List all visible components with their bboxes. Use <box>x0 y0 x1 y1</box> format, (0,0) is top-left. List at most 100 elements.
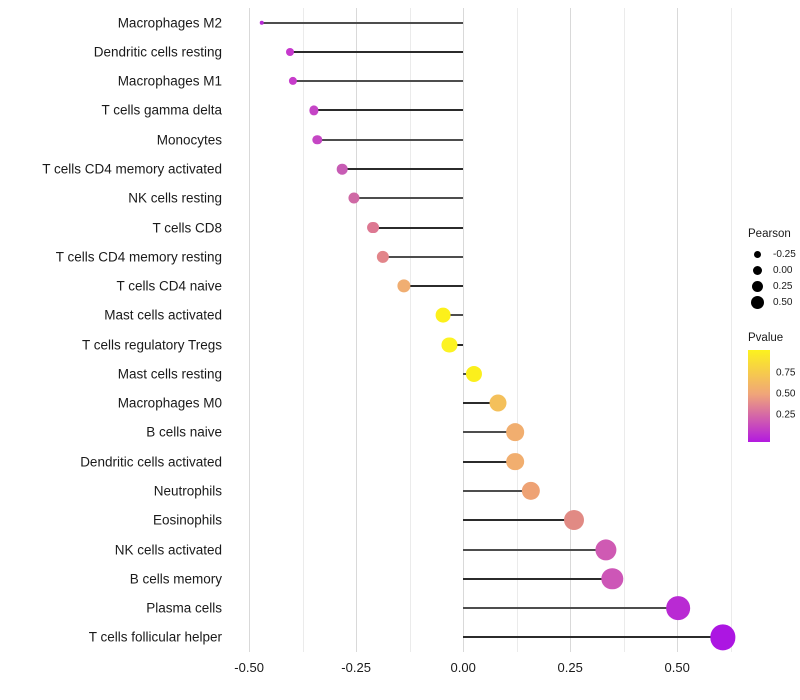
pearson-legend-dot <box>751 280 763 292</box>
lollipop-point[interactable] <box>285 47 294 56</box>
lollipop-stem <box>289 50 464 53</box>
y-axis-tick-label: T cells CD4 naive <box>116 278 222 294</box>
lollipop-point[interactable] <box>521 481 540 501</box>
lollipop-stem <box>443 314 464 317</box>
y-axis-tick-label: T cells regulatory Tregs <box>81 336 222 352</box>
y-axis-tick-label: Mast cells resting <box>117 366 222 382</box>
x-axis-tick-label: -0.25 <box>341 660 371 675</box>
y-axis-tick-label: B cells naive <box>146 424 222 440</box>
pearson-legend-label: -0.25 <box>773 248 796 260</box>
lollipop-point[interactable] <box>595 538 617 561</box>
y-axis-tick-label: Plasma cells <box>146 600 222 616</box>
lollipop-point[interactable] <box>288 77 297 86</box>
lollipop-stem <box>463 636 723 639</box>
pearson-legend-label: 0.00 <box>773 264 793 276</box>
gridline-minor <box>730 8 732 652</box>
pearson-legend-dot <box>752 265 762 275</box>
gridline-major <box>570 8 572 652</box>
y-axis-tick-label: NK cells resting <box>128 190 222 206</box>
gridline-minor <box>623 8 625 652</box>
pvalue-colorbar-notch <box>771 414 776 416</box>
lollipop-stem <box>463 519 575 522</box>
lollipop-stem <box>463 607 679 610</box>
lollipop-stem <box>463 490 531 492</box>
y-axis-tick-label: Eosinophils <box>152 512 222 528</box>
gridline-minor <box>516 8 518 652</box>
gridline-major <box>677 8 679 652</box>
lollipop-stem <box>404 285 464 288</box>
y-axis-tick-label: Macrophages M1 <box>117 73 222 89</box>
y-axis-labels: Macrophages M2 Dendritic cells resting Mac… <box>0 0 226 660</box>
lollipop-point[interactable] <box>337 163 348 175</box>
pvalue-colorbar-wrap: 0.75 0.50 0.25 <box>748 350 800 442</box>
pvalue-colorbar-tick-label: 0.25 <box>776 409 796 421</box>
lollipop-point[interactable] <box>489 394 507 412</box>
pearson-legend-title: Pearson <box>748 228 791 240</box>
pearson-legend-entry: 0.25 <box>748 278 796 294</box>
y-axis-tick-label: NK cells activated <box>114 541 222 557</box>
y-axis-tick-label: Monocytes <box>156 131 222 147</box>
lollipop-point[interactable] <box>366 221 379 234</box>
pvalue-colorbar-tick-label: 0.50 <box>776 388 796 400</box>
pvalue-colorbar-ticks: 0.75 0.50 0.25 <box>771 350 800 442</box>
lollipop-point[interactable] <box>601 568 623 590</box>
lollipop-point[interactable] <box>348 192 360 204</box>
x-axis: -0.50 -0.25 0.00 0.25 0.50 <box>232 652 735 682</box>
lollipop-point[interactable] <box>709 624 736 651</box>
x-axis-tick-label: 0.00 <box>450 660 476 675</box>
gridline-minor <box>302 8 304 652</box>
y-axis-tick-label: Mast cells activated <box>104 307 222 323</box>
plot-panel <box>232 8 736 652</box>
lollipop-stem <box>463 402 499 405</box>
gridline-major <box>356 8 358 652</box>
lollipop-point[interactable] <box>376 250 389 263</box>
gridline-major <box>249 8 251 652</box>
lollipop-point[interactable] <box>506 452 524 471</box>
lollipop-stem <box>292 80 464 83</box>
pvalue-legend-title: Pvalue <box>748 332 784 344</box>
x-axis-tick-label: 0.25 <box>557 660 583 675</box>
pearson-legend-label: 0.50 <box>773 296 793 308</box>
gridline-minor <box>409 8 411 652</box>
lollipop-stem <box>313 109 464 112</box>
y-axis-tick-label: T cells CD4 memory resting <box>55 249 222 265</box>
pvalue-colorbar-notch <box>771 393 776 395</box>
y-axis-tick-label: Dendritic cells activated <box>80 453 222 469</box>
lollipop-point[interactable] <box>441 337 458 353</box>
x-axis-tick-label: 0.50 <box>664 660 690 675</box>
lollipop-point[interactable] <box>465 365 482 382</box>
lollipop-point[interactable] <box>666 596 690 620</box>
lollipop-point[interactable] <box>259 20 265 25</box>
pvalue-color-legend: Pvalue 0.75 0.50 0.25 <box>748 332 800 442</box>
y-axis-tick-label: T cells CD8 <box>152 219 222 235</box>
pearson-legend-dot <box>750 295 764 309</box>
lollipop-point[interactable] <box>312 135 322 145</box>
pearson-legend-entry: 0.50 <box>748 294 796 310</box>
y-axis-tick-label: T cells CD4 memory activated <box>42 161 222 177</box>
y-axis-tick-label: Dendritic cells resting <box>93 44 222 60</box>
y-axis-tick-label: Neutrophils <box>153 483 222 499</box>
lollipop-point[interactable] <box>564 510 585 531</box>
lollipop-stem <box>463 577 613 580</box>
pvalue-colorbar-notch <box>771 372 776 374</box>
pearson-legend-dot-key <box>748 294 766 310</box>
lollipop-point[interactable] <box>435 307 451 323</box>
x-axis-tick-label: -0.50 <box>234 660 264 675</box>
y-axis-tick-label: Macrophages M0 <box>117 395 222 411</box>
lollipop-stem <box>382 255 464 258</box>
pvalue-colorbar <box>748 350 770 442</box>
pearson-legend-dot-key <box>748 246 766 262</box>
lollipop-point[interactable] <box>506 423 524 442</box>
pearson-legend-entry: -0.25 <box>748 246 796 262</box>
pearson-legend-entry: 0.00 <box>748 262 796 278</box>
lollipop-point[interactable] <box>309 105 319 116</box>
lollipop-stem <box>354 197 464 200</box>
lollipop-stem <box>317 138 464 141</box>
lollipop-stem <box>372 226 464 229</box>
lollipop-stem <box>463 431 515 434</box>
pearson-legend-dot-key <box>748 262 766 278</box>
y-axis-tick-label: B cells memory <box>129 571 222 587</box>
y-axis-tick-label: T cells follicular helper <box>88 629 222 645</box>
lollipop-point[interactable] <box>397 279 411 293</box>
